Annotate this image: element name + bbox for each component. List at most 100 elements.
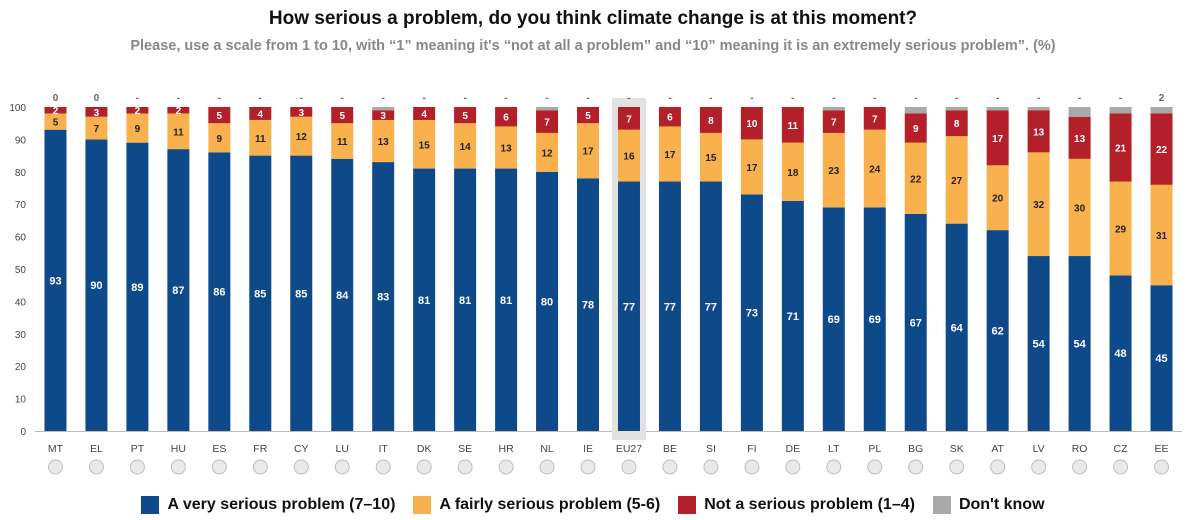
- bar-segment: [863, 207, 886, 431]
- data-label: 31: [1156, 231, 1168, 242]
- top-label: -: [996, 93, 999, 104]
- y-tick-label: 10: [15, 395, 27, 406]
- bar-segment: [904, 213, 927, 431]
- top-label: -: [750, 93, 753, 104]
- data-label: 2: [135, 106, 141, 117]
- data-label: 69: [869, 314, 881, 326]
- data-label: 85: [295, 288, 307, 300]
- data-label: 6: [503, 113, 509, 124]
- bar-segment: [577, 123, 600, 179]
- data-label: 16: [623, 152, 635, 163]
- data-label: 71: [787, 311, 799, 323]
- flag-icon: [47, 459, 63, 475]
- bar-segment: [740, 107, 763, 140]
- top-label: -: [832, 93, 835, 104]
- data-label: 17: [582, 147, 594, 158]
- y-tick-label: 20: [15, 362, 27, 373]
- data-label: 3: [94, 108, 100, 119]
- flag-icon: [88, 459, 104, 475]
- data-label: 45: [1155, 353, 1167, 365]
- flag-icon: [170, 459, 186, 475]
- bar-segment: [331, 158, 354, 431]
- bar-segment: [1109, 107, 1132, 114]
- bar-segment: [331, 123, 354, 159]
- bar-segment: [577, 107, 600, 124]
- data-label: 8: [954, 119, 960, 130]
- x-tick-label: EE: [1155, 443, 1169, 455]
- bar-segment: [495, 107, 518, 127]
- bar-segment: [495, 126, 518, 169]
- flag-icon: [457, 459, 473, 475]
- top-label: -: [873, 93, 876, 104]
- flag-icon: [211, 459, 227, 475]
- top-label: -: [545, 93, 548, 104]
- data-label: 17: [746, 163, 758, 174]
- bar-segment: [126, 142, 149, 431]
- flag-icon: [1031, 459, 1047, 475]
- legend-label: Don't know: [958, 496, 1045, 513]
- bar-segment: [454, 123, 477, 169]
- bar-segment: [986, 165, 1009, 231]
- flag-icon: [1072, 459, 1088, 475]
- data-label: 3: [298, 108, 304, 119]
- data-label: 54: [1073, 339, 1086, 351]
- x-tick-label: SI: [706, 443, 716, 455]
- bar-segment: [658, 107, 681, 127]
- legend-item: A fairly serious problem (5-6): [413, 496, 660, 514]
- flag-icon: [703, 459, 719, 475]
- data-label: 81: [418, 295, 430, 307]
- bar-segment: [536, 107, 559, 111]
- data-label: 73: [746, 308, 758, 320]
- bar-segment: [1150, 285, 1173, 431]
- legend-item: Don't know: [932, 496, 1045, 514]
- bar-segment: [167, 149, 190, 431]
- data-label: 22: [910, 174, 922, 185]
- bar-segment: [126, 107, 149, 114]
- data-label: 78: [582, 300, 594, 312]
- bar-segment: [208, 107, 231, 124]
- data-label: 90: [90, 280, 102, 292]
- bar-segment: [904, 107, 927, 114]
- flag-icon: [334, 459, 350, 475]
- x-tick-label: LV: [1033, 443, 1045, 455]
- legend-swatch: [932, 496, 951, 514]
- top-label: -: [463, 93, 466, 104]
- bar-segment: [740, 139, 763, 195]
- flag-icon: [293, 459, 309, 475]
- data-label: 20: [992, 194, 1004, 205]
- data-label: 13: [378, 137, 390, 148]
- top-label: -: [627, 93, 630, 104]
- bar-segment: [372, 110, 395, 120]
- bar-segment: [658, 126, 681, 182]
- data-label: 13: [1033, 127, 1045, 138]
- data-label: 2: [176, 106, 182, 117]
- x-tick-label: PL: [868, 443, 881, 455]
- data-label: 11: [337, 137, 348, 148]
- bar-segment: [1068, 116, 1091, 159]
- flag-icon: [252, 459, 268, 475]
- data-label: 69: [828, 314, 840, 326]
- bar-segment: [781, 142, 804, 201]
- bar-segment: [617, 129, 640, 182]
- bar-segment: [536, 110, 559, 133]
- stacked-bar-chart: 010203040506070809010093520MT90730EL8992…: [9, 93, 1182, 475]
- data-label: 54: [1033, 339, 1046, 351]
- data-label: 89: [131, 282, 143, 294]
- data-label: 7: [872, 114, 878, 125]
- bar-segment: [413, 168, 436, 431]
- bar-segment: [208, 123, 231, 153]
- bar-segment: [1109, 275, 1132, 431]
- bar-segment: [1068, 256, 1091, 431]
- top-label: -: [341, 93, 344, 104]
- bar-segment: [699, 107, 722, 133]
- data-label: 3: [380, 111, 386, 122]
- x-tick-label: SK: [950, 443, 964, 455]
- data-label: 11: [255, 134, 266, 145]
- bar-segment: [1109, 113, 1132, 182]
- data-label: 14: [460, 142, 472, 153]
- x-tick-label: IT: [379, 443, 389, 455]
- legend-label: A fairly serious problem (5-6): [439, 496, 661, 513]
- data-label: 23: [828, 166, 840, 177]
- bar-segment: [945, 223, 968, 431]
- bar-segment: [904, 113, 927, 143]
